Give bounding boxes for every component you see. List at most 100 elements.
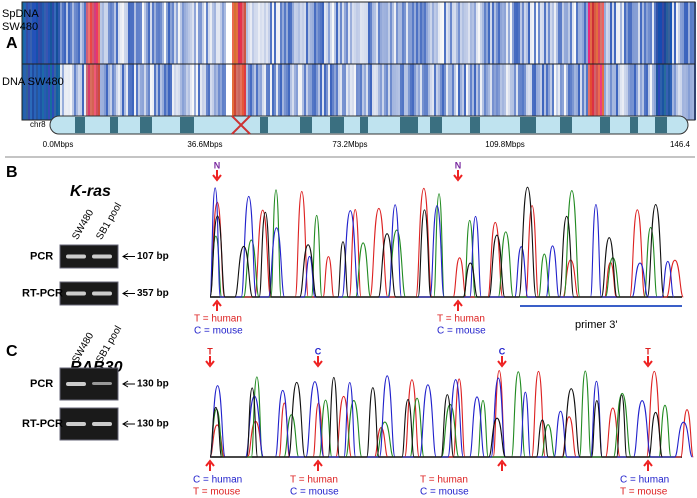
heat-stripe — [130, 2, 132, 64]
heat-stripe — [332, 64, 334, 120]
heat-stripe — [26, 2, 28, 64]
heat-stripe — [416, 64, 418, 120]
chromosome-band — [430, 117, 442, 133]
heat-stripe — [370, 64, 372, 120]
heat-stripe — [64, 2, 66, 64]
heat-stripe — [284, 64, 286, 120]
heat-stripe — [294, 64, 296, 120]
heat-stripe — [54, 2, 56, 64]
heat-stripe — [272, 2, 274, 64]
heat-stripe — [588, 2, 590, 64]
heat-stripe — [124, 64, 126, 120]
heat-stripe — [664, 64, 666, 120]
heat-stripe — [320, 2, 322, 64]
heat-stripe — [50, 2, 52, 64]
heat-stripe — [54, 64, 56, 120]
heat-stripe — [530, 64, 532, 120]
heat-stripe — [514, 64, 516, 120]
arrow — [497, 459, 507, 471]
heat-stripe — [524, 2, 526, 64]
heat-stripe — [308, 64, 310, 120]
heat-stripe — [690, 64, 692, 120]
heat-stripe — [406, 64, 408, 120]
heat-stripe — [204, 2, 206, 64]
heat-stripe — [606, 64, 608, 120]
heat-stripe — [586, 64, 588, 120]
heat-stripe — [432, 64, 434, 120]
heat-stripe — [366, 64, 368, 120]
heat-stripe — [352, 2, 354, 64]
heat-stripe — [456, 64, 458, 120]
heat-stripe — [278, 2, 280, 64]
heat-stripe — [76, 2, 78, 64]
heat-stripe — [646, 64, 648, 120]
gel-band — [66, 382, 86, 386]
heat-stripe — [292, 2, 294, 64]
heat-stripe — [256, 64, 258, 120]
heat-stripe — [658, 64, 660, 120]
heat-stripe — [388, 64, 390, 120]
chromosome-band — [560, 117, 572, 133]
heat-stripe — [684, 2, 686, 64]
heat-stripe — [330, 2, 332, 64]
heat-stripe — [548, 2, 550, 64]
heat-stripe — [226, 64, 228, 120]
heat-stripe — [106, 2, 108, 64]
heat-stripe — [526, 2, 528, 64]
heat-stripe — [152, 64, 154, 120]
heat-stripe — [386, 2, 388, 64]
heat-stripe — [134, 64, 136, 120]
heat-stripe — [446, 2, 448, 64]
heat-stripe — [80, 2, 82, 64]
heat-stripe — [500, 2, 502, 64]
heat-stripe — [164, 2, 166, 64]
chromosome-band — [630, 117, 638, 133]
heat-stripe — [210, 64, 212, 120]
heat-stripe — [184, 2, 186, 64]
heat-stripe — [652, 2, 654, 64]
size-arrow — [122, 380, 135, 388]
heat-stripe — [450, 64, 452, 120]
heat-stripe — [290, 64, 292, 120]
heat-stripe — [624, 2, 626, 64]
heat-stripe — [250, 2, 252, 64]
heat-stripe — [22, 64, 24, 120]
heat-stripe — [596, 2, 598, 64]
heat-stripe — [278, 64, 280, 120]
heat-stripe — [318, 64, 320, 120]
heat-stripe — [362, 64, 364, 120]
heat-stripe — [182, 64, 184, 120]
heat-stripe — [536, 64, 538, 120]
heat-stripe — [486, 2, 488, 64]
heat-stripe — [252, 64, 254, 120]
lane-label: SB1 pool — [94, 201, 124, 242]
heat-stripe — [540, 2, 542, 64]
heat-stripe — [96, 64, 98, 120]
heat-stripe — [640, 2, 642, 64]
heat-stripe — [308, 2, 310, 64]
chromosome-label: chr8 — [30, 120, 46, 129]
heat-stripe — [634, 64, 636, 120]
heat-stripe — [108, 64, 110, 120]
arrow — [453, 299, 463, 311]
heat-stripe — [538, 2, 540, 64]
axis-label: 73.2Mbps — [332, 140, 367, 149]
heat-stripe — [420, 64, 422, 120]
heat-stripe — [376, 64, 378, 120]
heat-stripe — [342, 2, 344, 64]
heat-stripe — [88, 64, 90, 120]
heat-stripe — [508, 64, 510, 120]
heat-stripe — [556, 2, 558, 64]
heat-stripe — [562, 2, 564, 64]
heat-stripe — [152, 2, 154, 64]
heat-stripe — [406, 2, 408, 64]
heat-stripe — [656, 64, 658, 120]
heat-stripe — [108, 2, 110, 64]
heat-stripe — [120, 2, 122, 64]
heat-stripe — [398, 64, 400, 120]
heat-stripe — [632, 2, 634, 64]
gel-band — [92, 382, 112, 385]
heat-stripe — [180, 2, 182, 64]
